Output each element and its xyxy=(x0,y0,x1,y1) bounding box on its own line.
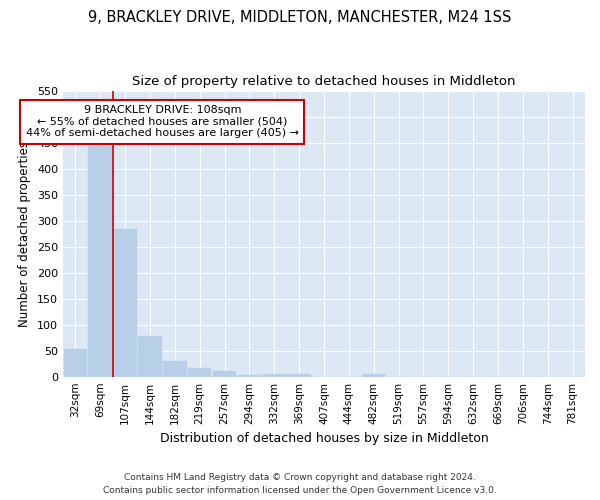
X-axis label: Distribution of detached houses by size in Middleton: Distribution of detached houses by size … xyxy=(160,432,488,445)
Bar xyxy=(188,368,211,376)
Y-axis label: Number of detached properties: Number of detached properties xyxy=(19,140,31,326)
Bar xyxy=(88,142,112,376)
Text: 9, BRACKLEY DRIVE, MIDDLETON, MANCHESTER, M24 1SS: 9, BRACKLEY DRIVE, MIDDLETON, MANCHESTER… xyxy=(88,10,512,25)
Bar xyxy=(262,374,286,376)
Bar xyxy=(163,360,187,376)
Bar xyxy=(238,374,261,376)
Title: Size of property relative to detached houses in Middleton: Size of property relative to detached ho… xyxy=(132,75,516,88)
Bar xyxy=(287,374,311,376)
Bar xyxy=(113,229,137,376)
Bar xyxy=(213,372,236,376)
Text: Contains HM Land Registry data © Crown copyright and database right 2024.
Contai: Contains HM Land Registry data © Crown c… xyxy=(103,473,497,495)
Bar xyxy=(64,349,87,376)
Text: 9 BRACKLEY DRIVE: 108sqm
← 55% of detached houses are smaller (504)
44% of semi-: 9 BRACKLEY DRIVE: 108sqm ← 55% of detach… xyxy=(26,105,299,138)
Bar xyxy=(138,336,162,376)
Bar xyxy=(362,374,385,376)
